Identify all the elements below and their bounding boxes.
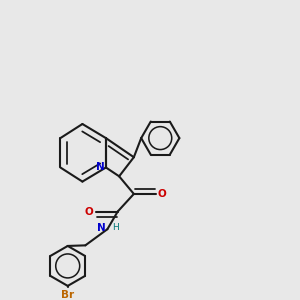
Text: Br: Br xyxy=(61,290,74,300)
Text: O: O xyxy=(158,189,167,199)
Text: N: N xyxy=(96,163,105,172)
Text: O: O xyxy=(85,207,94,217)
Text: N: N xyxy=(97,223,105,233)
Text: H: H xyxy=(112,223,119,232)
